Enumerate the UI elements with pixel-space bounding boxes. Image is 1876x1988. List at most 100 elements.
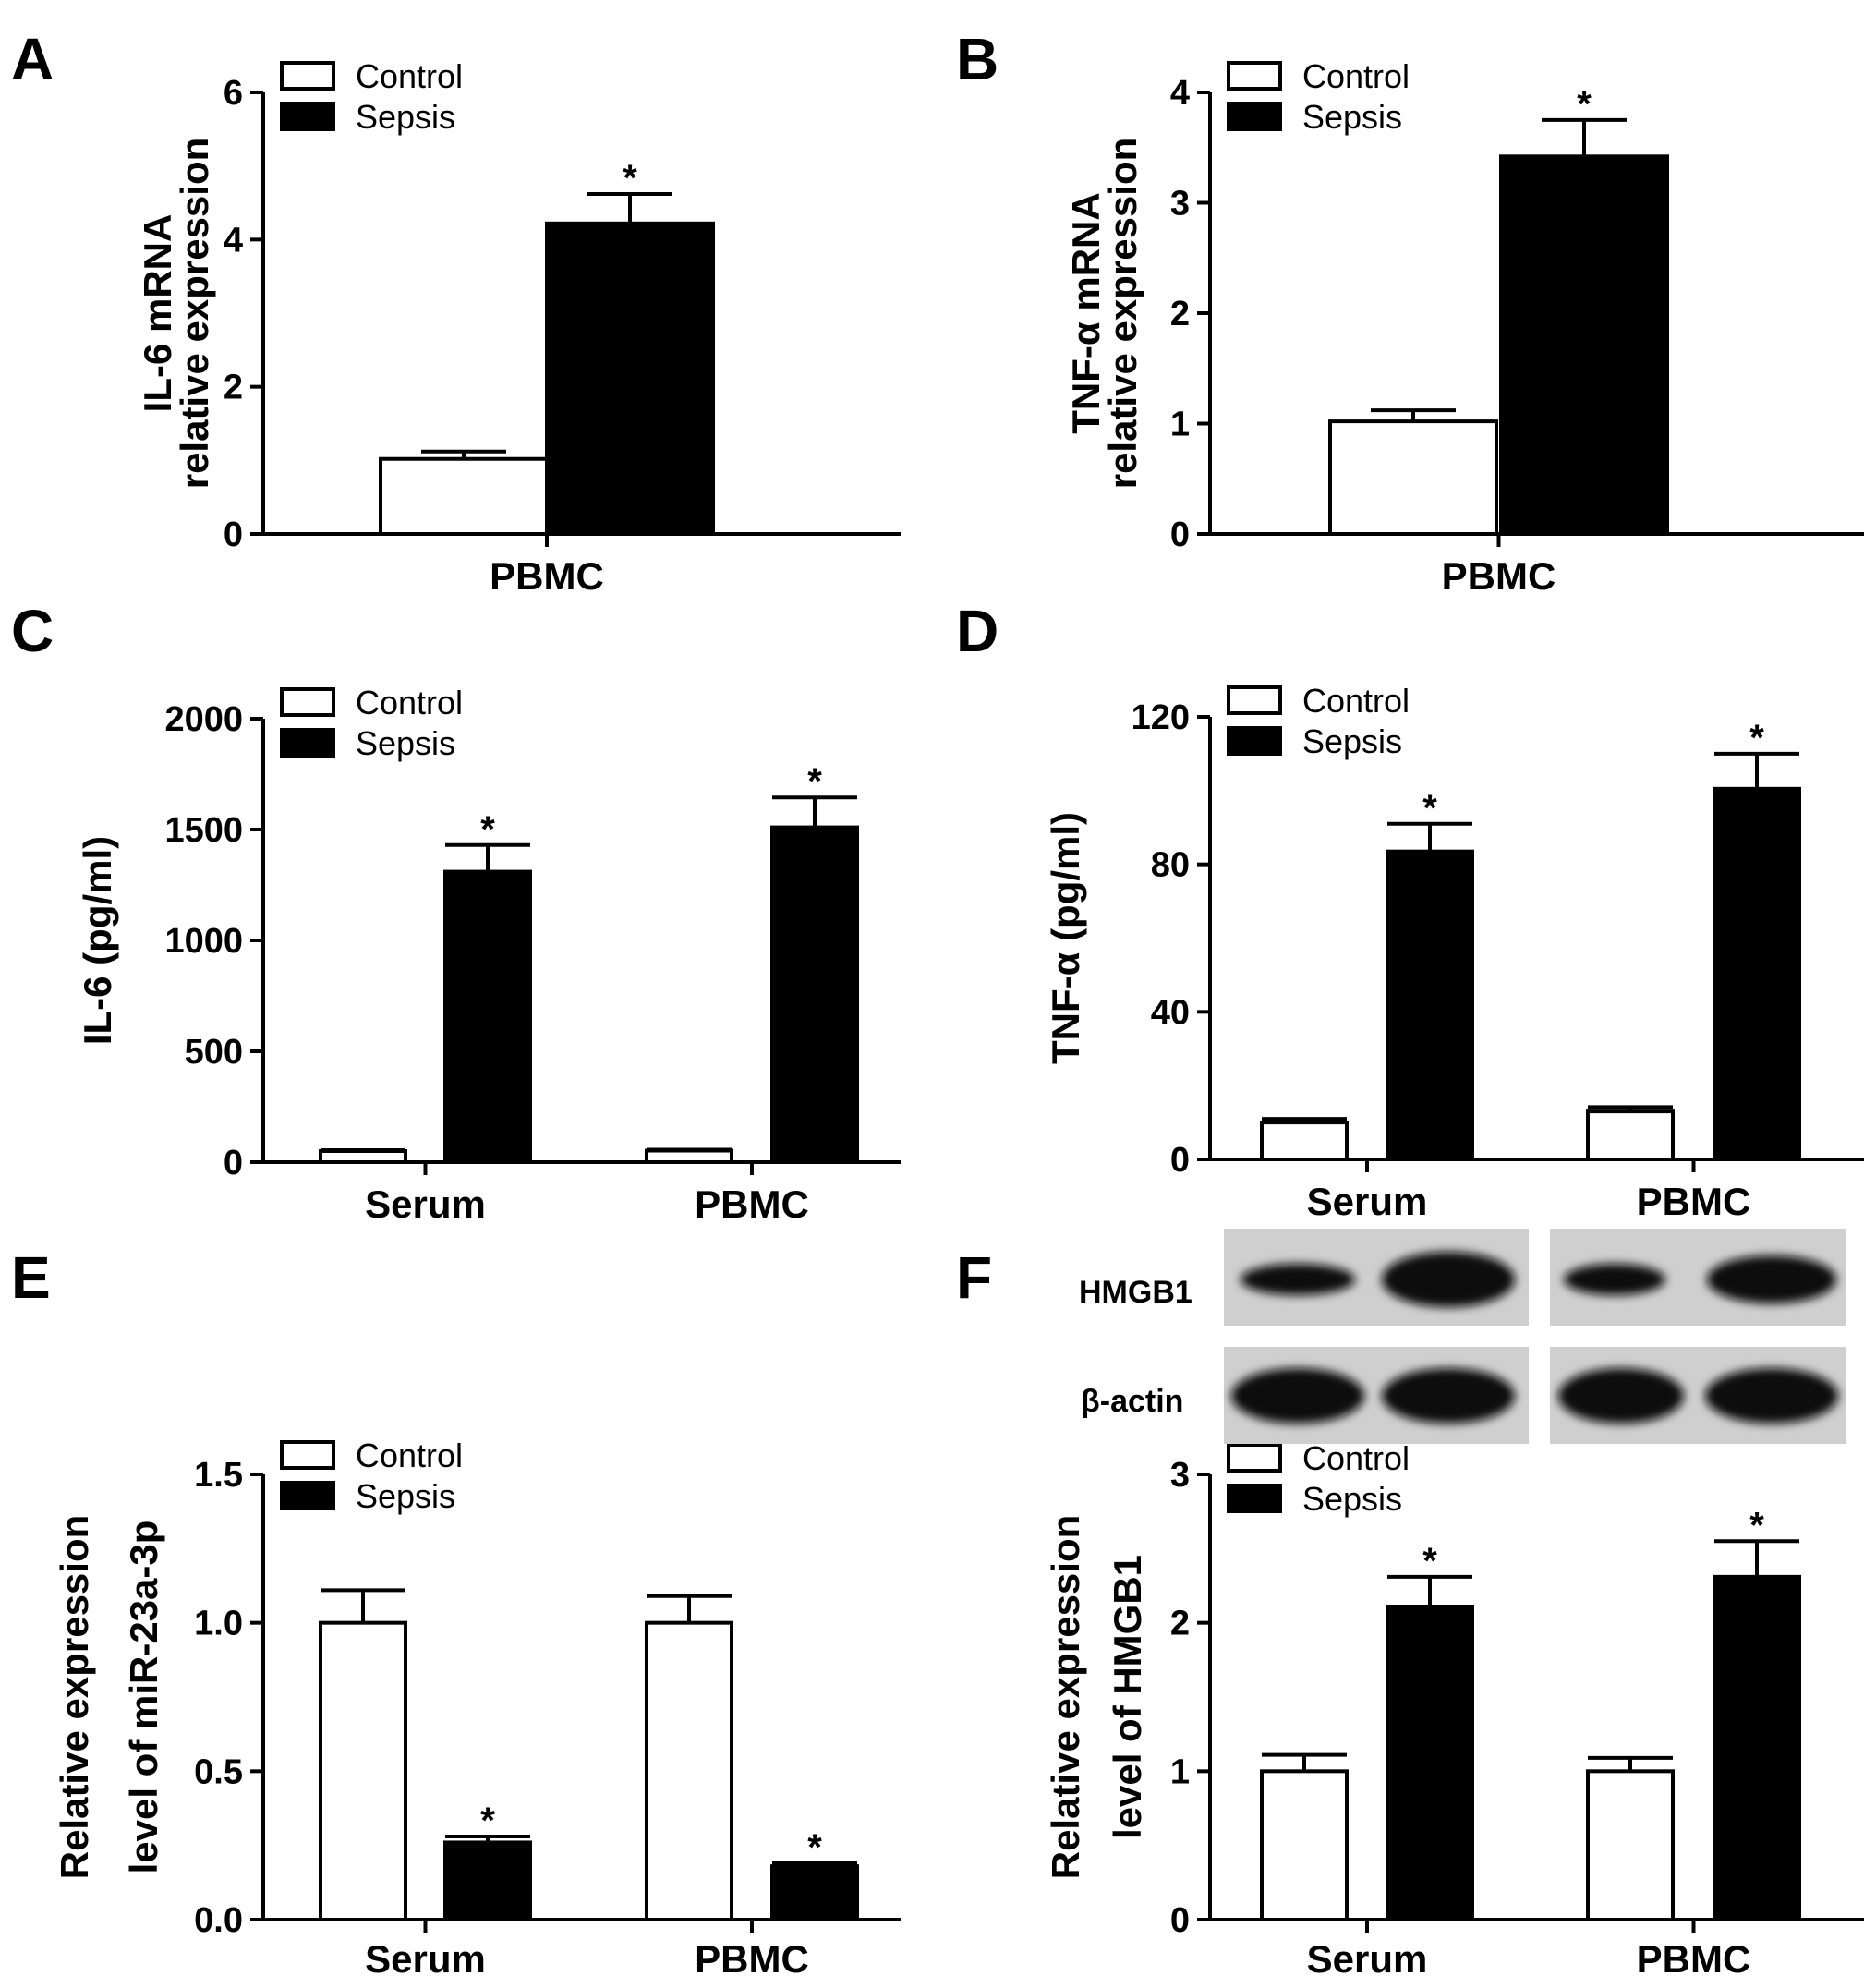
- panel-f-legend-swatch-control: [1227, 1443, 1282, 1473]
- panel-c-error-bar-control-serum: [321, 1148, 405, 1153]
- panel-e-bar-sepsis-serum: [443, 1840, 532, 1922]
- panel-d-error-bar-sepsis-serum: [1387, 821, 1472, 852]
- panel-d-y-tick-label: 120: [1132, 698, 1190, 737]
- panel-e-significance-serum: *: [480, 1800, 495, 1841]
- blot-band-actin-pbmc-control: [1558, 1368, 1684, 1424]
- panel-e-y-tick-label: 1.0: [194, 1605, 243, 1643]
- panel-a-bar-control-pbmc: [379, 456, 549, 536]
- panel-letter-d: D: [956, 598, 999, 664]
- panel-b-category-label-pbmc: PBMC: [1442, 554, 1556, 598]
- panel-e-y-tick-label: 1.5: [194, 1456, 243, 1495]
- panel-a-y-tick-label: 0: [224, 515, 243, 554]
- panel-e-y-axis-label: level of miR-23a-3p: [122, 1521, 165, 1874]
- panel-b-y-axis-label: relative expression: [1101, 138, 1144, 490]
- blot-band-hmgb1-serum-sepsis: [1382, 1252, 1515, 1307]
- blot-band-hmgb1-serum-control: [1241, 1264, 1355, 1295]
- panel-b-y-tick-label: 1: [1170, 406, 1190, 444]
- panel-f-bar-control-pbmc: [1586, 1769, 1675, 1922]
- panel-b-y-tick-label: 2: [1170, 295, 1190, 333]
- panel-a-legend-label-control: Control: [356, 57, 463, 95]
- panel-c-legend-label-sepsis: Sepsis: [356, 724, 455, 762]
- panel-a-bar-sepsis-pbmc: [545, 221, 715, 536]
- blot-band-actin-serum-control: [1231, 1368, 1364, 1424]
- panel-f-legend-label-control: Control: [1302, 1439, 1410, 1477]
- panel-c-category-label-serum: Serum: [365, 1182, 486, 1226]
- panel-d-significance-pbmc: *: [1749, 718, 1764, 758]
- panel-letter-e: E: [11, 1244, 51, 1311]
- panel-d-bar-sepsis-serum: [1386, 849, 1474, 1162]
- panel-e-y-axis-label: Relative expression: [53, 1515, 96, 1880]
- panel-f-y-tick-label: 2: [1170, 1605, 1190, 1643]
- panel-a-legend-swatch-sepsis: [280, 102, 335, 131]
- panel-d-y-axis-label: TNF-α (pg/ml): [1044, 812, 1087, 1064]
- panel-e-bar-sepsis-pbmc: [770, 1864, 859, 1922]
- blot-label-beta-actin: β-actin: [1081, 1384, 1183, 1419]
- panel-c-category-label-pbmc: PBMC: [695, 1182, 809, 1226]
- panel-a-error-bar-control-pbmc: [421, 449, 506, 459]
- panel-c-y-tick-label: 0: [224, 1144, 243, 1182]
- panel-d-bar-sepsis-pbmc: [1713, 786, 1801, 1162]
- panel-a-y-tick-label: 2: [224, 369, 243, 407]
- panel-a-significance-pbmc: *: [623, 158, 637, 199]
- blot-band-hmgb1-pbmc-control: [1564, 1264, 1665, 1295]
- panel-c-y-axis-label: IL-6 (pg/ml): [76, 836, 119, 1045]
- panel-e-bar-control-serum: [319, 1620, 407, 1921]
- panel-e-y-tick-label: 0.5: [194, 1752, 243, 1791]
- panel-d-error-bar-control-pbmc: [1588, 1105, 1673, 1112]
- panel-a-error-bar-sepsis-pbmc: [587, 191, 672, 224]
- panel-c-y-tick-label: 2000: [164, 700, 243, 739]
- panel-c-bar-sepsis-pbmc: [770, 825, 859, 1164]
- panel-b-y-tick-label: 0: [1170, 515, 1190, 554]
- panel-f-y-axis-label: Relative expression: [1044, 1515, 1087, 1880]
- panel-b-y-axis-label: TNF-α mRNA: [1064, 192, 1107, 433]
- panel-a-y-tick-label: 4: [224, 221, 243, 260]
- panel-d-chart: D * * 0 40 80 120 Serum PBMC TNF-α (pg/ml) Contro…: [956, 598, 1864, 1223]
- panel-e-legend-label-control: Control: [356, 1436, 463, 1474]
- panel-d-legend-label-sepsis: Sepsis: [1302, 722, 1402, 760]
- panel-f-significance-serum: *: [1422, 1541, 1437, 1582]
- panel-e-legend-swatch-sepsis: [280, 1481, 335, 1510]
- panel-b-y-tick-label: 3: [1170, 185, 1190, 224]
- panel-f-category-label-serum: Serum: [1307, 1937, 1428, 1981]
- panel-f-error-bar-sepsis-serum: [1387, 1574, 1472, 1606]
- panel-f-bar-sepsis-serum: [1386, 1604, 1474, 1921]
- panel-d-category-label-pbmc: PBMC: [1637, 1180, 1751, 1223]
- panel-b-legend-swatch-control: [1227, 61, 1282, 91]
- panel-d-legend-label-control: Control: [1302, 682, 1410, 720]
- panel-c-error-bar-sepsis-serum: [445, 842, 530, 872]
- panel-f-y-tick-label: 1: [1170, 1752, 1190, 1791]
- panel-c-error-bar-control-pbmc: [647, 1147, 732, 1152]
- blot-band-hmgb1-pbmc-sepsis: [1707, 1255, 1836, 1303]
- blot-band-actin-serum-sepsis: [1382, 1368, 1515, 1424]
- panel-a-y-axis-label: IL-6 mRNA: [136, 214, 179, 413]
- panel-a-y-axis-label: relative expression: [173, 138, 216, 490]
- panel-c-chart: C * * 0 500 1000 1500 2000 Serum PBMC IL-6 (pg/ml…: [11, 598, 901, 1226]
- panel-d-bar-control-serum: [1260, 1121, 1349, 1162]
- panel-d-error-bar-control-serum: [1262, 1117, 1347, 1123]
- blot-band-actin-pbmc-sepsis: [1705, 1368, 1838, 1424]
- panel-f-bar-sepsis-pbmc: [1713, 1574, 1801, 1921]
- panel-d-significance-serum: *: [1422, 788, 1437, 829]
- panel-f-chart: F * * 0 1 2 3 Serum PBMC Relative expression leve…: [956, 1244, 1864, 1981]
- panel-letter-b: B: [956, 26, 999, 92]
- panel-f-legend-label-sepsis: Sepsis: [1302, 1480, 1402, 1518]
- panel-e-category-label-pbmc: PBMC: [695, 1937, 809, 1981]
- panel-b-error-bar-sepsis-pbmc: [1542, 117, 1627, 157]
- panel-c-y-tick-label: 1000: [164, 922, 243, 961]
- panel-d-legend-swatch-control: [1227, 685, 1282, 715]
- panel-e-legend-label-sepsis: Sepsis: [356, 1477, 455, 1515]
- panel-d-y-tick-label: 80: [1151, 846, 1190, 885]
- panel-f-bar-control-serum: [1260, 1769, 1349, 1922]
- panel-e-error-bar-control-pbmc: [647, 1594, 732, 1623]
- panel-d-error-bar-sepsis-pbmc: [1714, 751, 1799, 789]
- panel-b-legend-label-sepsis: Sepsis: [1302, 98, 1402, 136]
- panel-e-category-label-serum: Serum: [365, 1937, 486, 1981]
- panel-c-bar-sepsis-serum: [443, 869, 532, 1164]
- panel-f-category-label-pbmc: PBMC: [1637, 1937, 1751, 1981]
- blot-label-hmgb1: HMGB1: [1079, 1275, 1192, 1310]
- panel-f-legend-swatch-sepsis: [1227, 1484, 1282, 1513]
